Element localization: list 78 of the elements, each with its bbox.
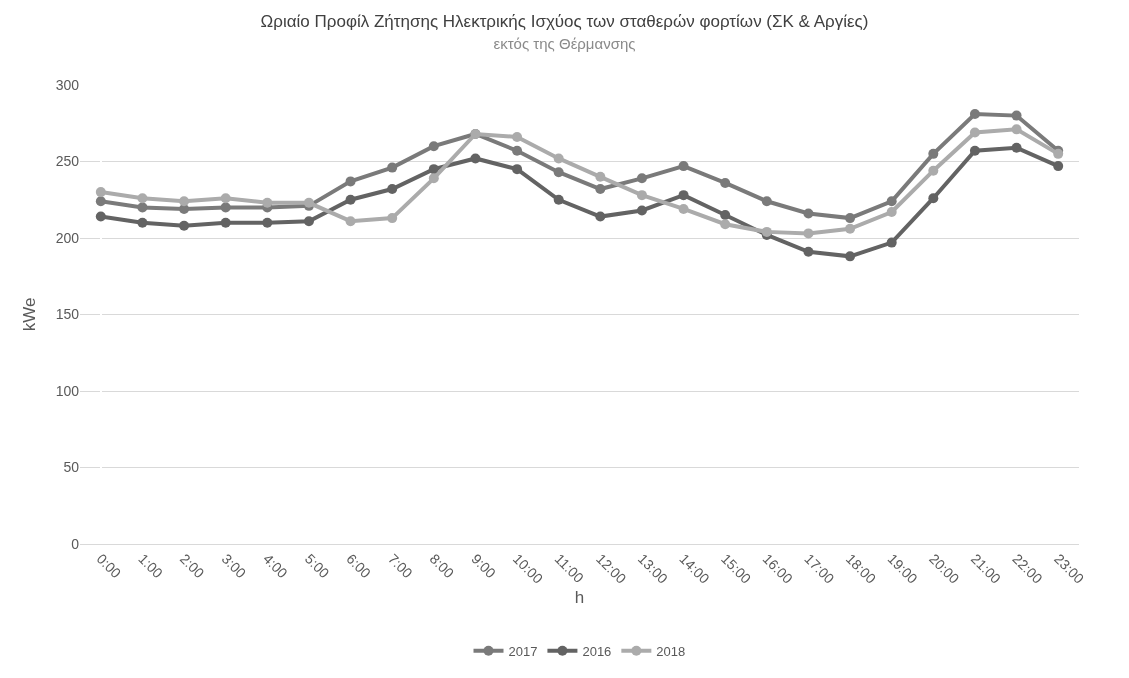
point bbox=[845, 223, 856, 234]
point bbox=[720, 210, 731, 221]
point bbox=[803, 246, 814, 257]
point bbox=[345, 176, 356, 187]
point bbox=[845, 251, 856, 262]
point bbox=[428, 164, 439, 175]
point bbox=[845, 213, 856, 224]
y-tick-label: 100 bbox=[55, 382, 80, 399]
y-axis-title: kWe bbox=[20, 297, 40, 332]
point bbox=[928, 165, 939, 176]
y-tick-label: 250 bbox=[55, 153, 80, 170]
point bbox=[928, 193, 939, 204]
point bbox=[636, 190, 647, 201]
point bbox=[428, 173, 439, 184]
point bbox=[95, 196, 106, 207]
point bbox=[428, 141, 439, 152]
point bbox=[886, 206, 897, 217]
point bbox=[179, 220, 190, 231]
point bbox=[595, 184, 606, 195]
point bbox=[262, 197, 273, 208]
point bbox=[886, 237, 897, 248]
point bbox=[886, 196, 897, 207]
point bbox=[137, 217, 148, 228]
point bbox=[387, 162, 398, 173]
legend-label: 2018 bbox=[656, 643, 686, 659]
point bbox=[969, 109, 980, 120]
x-tick-label: 1:00 bbox=[135, 550, 167, 582]
point bbox=[553, 194, 564, 205]
point bbox=[262, 217, 273, 228]
chart-title: Ωριαίο Προφίλ Ζήτησης Ηλεκτρικής Ισχύος των σταθερών φορτίων (ΣΚ & Αργίες) bbox=[260, 12, 869, 32]
point bbox=[470, 153, 481, 164]
x-tick-label: 4:00 bbox=[260, 550, 291, 582]
point bbox=[1011, 142, 1022, 153]
point bbox=[678, 203, 689, 214]
y-tick-label: 150 bbox=[55, 306, 80, 323]
point bbox=[553, 167, 564, 178]
point bbox=[179, 196, 190, 207]
y-tick-label: 200 bbox=[55, 229, 80, 246]
point bbox=[720, 177, 731, 188]
point bbox=[512, 145, 523, 156]
point bbox=[95, 187, 106, 198]
point bbox=[137, 193, 148, 204]
point bbox=[1011, 124, 1022, 135]
point bbox=[595, 211, 606, 222]
point bbox=[220, 193, 231, 204]
point bbox=[969, 145, 980, 156]
y-tick-label: 300 bbox=[55, 76, 80, 93]
y-tick-label: 50 bbox=[63, 459, 80, 476]
y-tick-label: 0 bbox=[71, 535, 80, 552]
point bbox=[512, 132, 523, 143]
point bbox=[387, 184, 398, 195]
point bbox=[969, 127, 980, 138]
point bbox=[303, 216, 314, 227]
point bbox=[387, 213, 398, 224]
point bbox=[220, 202, 231, 213]
legend-label: 2016 bbox=[582, 643, 612, 659]
point bbox=[512, 164, 523, 175]
legend-label: 2017 bbox=[508, 643, 538, 659]
point bbox=[803, 228, 814, 239]
point bbox=[803, 208, 814, 219]
point bbox=[678, 161, 689, 172]
point bbox=[553, 153, 564, 164]
point bbox=[1011, 110, 1022, 121]
point bbox=[137, 202, 148, 213]
point bbox=[595, 171, 606, 182]
point bbox=[1053, 161, 1064, 172]
point bbox=[928, 148, 939, 159]
point bbox=[678, 190, 689, 201]
point bbox=[345, 194, 356, 205]
point bbox=[345, 216, 356, 227]
point bbox=[761, 196, 772, 207]
point bbox=[636, 205, 647, 216]
point bbox=[636, 173, 647, 184]
point bbox=[720, 219, 731, 230]
point bbox=[220, 217, 231, 228]
chart-subtitle: εκτός της Θέρμανσης bbox=[493, 35, 636, 53]
point bbox=[95, 211, 106, 222]
x-axis-title: h bbox=[574, 588, 585, 608]
